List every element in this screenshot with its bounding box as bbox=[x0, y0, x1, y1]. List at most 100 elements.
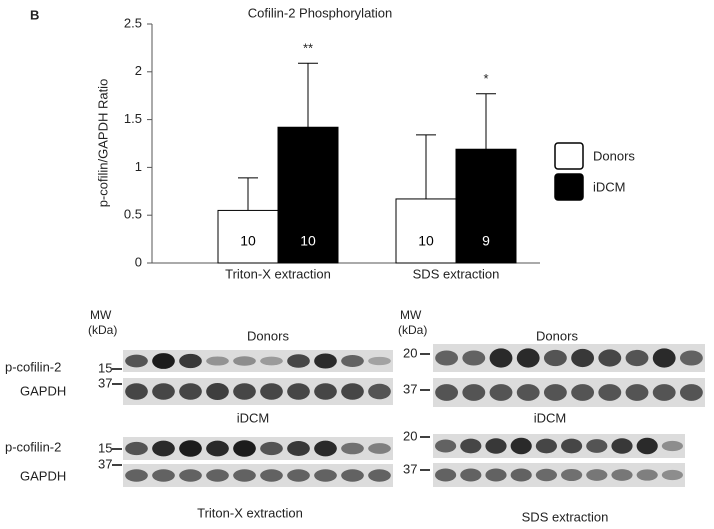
legend-swatch bbox=[554, 173, 584, 201]
error-bar bbox=[298, 62, 318, 128]
mw-label: (kDa) bbox=[398, 323, 427, 337]
blot-band bbox=[516, 348, 540, 368]
blot-band bbox=[586, 439, 608, 453]
row-label: GAPDH bbox=[20, 383, 66, 398]
blot-band bbox=[485, 468, 507, 482]
blot-band bbox=[152, 440, 175, 457]
blot-band bbox=[561, 468, 583, 482]
significance-label: ** bbox=[303, 41, 313, 56]
blot-band bbox=[661, 469, 683, 481]
blot-band bbox=[368, 469, 391, 482]
sample-size-label: 10 bbox=[418, 233, 434, 249]
legend-label: Donors bbox=[593, 148, 635, 163]
blot-band bbox=[516, 384, 540, 401]
blot-band bbox=[460, 438, 482, 454]
blot-band bbox=[206, 440, 229, 457]
y-tick-label: 2 bbox=[135, 63, 142, 78]
blot-band bbox=[233, 440, 256, 457]
blot-band bbox=[561, 438, 583, 454]
row-label: p-cofilin-2 bbox=[5, 359, 61, 374]
blot-band bbox=[598, 384, 622, 401]
blot-band bbox=[652, 384, 676, 401]
blot-band bbox=[368, 443, 391, 454]
blot-band bbox=[679, 384, 703, 401]
mw-marker: 37 bbox=[403, 381, 417, 396]
blot-band bbox=[179, 440, 202, 457]
error-bar bbox=[476, 93, 496, 150]
sample-size-label: 10 bbox=[240, 233, 256, 249]
bar bbox=[455, 148, 517, 264]
significance-label: * bbox=[483, 71, 488, 86]
blot-band bbox=[287, 469, 310, 482]
blot-band bbox=[485, 438, 507, 454]
blot-band bbox=[152, 353, 175, 369]
blot-band bbox=[571, 384, 595, 401]
blot-band bbox=[543, 349, 567, 367]
blot-caption: SDS extraction bbox=[522, 509, 609, 524]
blot-band bbox=[435, 468, 457, 482]
bar bbox=[277, 126, 339, 264]
legend-label: iDCM bbox=[593, 179, 626, 194]
blot-band bbox=[287, 441, 310, 456]
group-label: iDCM bbox=[534, 410, 567, 425]
blot-band bbox=[636, 437, 658, 455]
blot-band bbox=[679, 350, 703, 366]
y-tick-label: 0.5 bbox=[124, 207, 142, 222]
blot-band bbox=[489, 384, 513, 401]
error-bar bbox=[238, 177, 258, 211]
sample-size-label: 9 bbox=[482, 233, 490, 249]
blot-band bbox=[636, 469, 658, 481]
bar bbox=[395, 198, 457, 264]
blot-band bbox=[341, 383, 364, 400]
chart-title: Cofilin-2 Phosphorylation bbox=[248, 5, 393, 20]
blots: MW (kDa) Donors iDCM p-cofilin-2 GAPDH p… bbox=[5, 308, 705, 524]
blot-band bbox=[510, 437, 532, 455]
y-axis-label: p-cofilin/GAPDH Ratio bbox=[95, 79, 110, 208]
blot-band bbox=[125, 441, 148, 456]
mw-marker: 15 bbox=[98, 440, 112, 455]
blot-band bbox=[661, 440, 683, 452]
group-label: Donors bbox=[536, 328, 578, 343]
mw-marker: 37 bbox=[98, 375, 112, 390]
blot-band bbox=[287, 354, 310, 368]
blot-band bbox=[598, 349, 622, 367]
blot-band bbox=[368, 383, 391, 400]
blot-band bbox=[260, 441, 283, 456]
mw-marker: 20 bbox=[403, 428, 417, 443]
blot-band bbox=[535, 468, 557, 482]
blot-band bbox=[510, 468, 532, 482]
mw-marker: 37 bbox=[98, 456, 112, 471]
y-tick-label: 1.5 bbox=[124, 111, 142, 126]
x-tick-label: SDS extraction bbox=[413, 266, 500, 281]
blot-band bbox=[206, 382, 229, 401]
row-label: GAPDH bbox=[20, 468, 66, 483]
blot-band bbox=[543, 384, 567, 401]
blot-band bbox=[435, 384, 459, 401]
blot-band bbox=[341, 355, 364, 367]
blot-band bbox=[260, 356, 283, 366]
blot-band bbox=[314, 353, 337, 369]
blot-band bbox=[625, 384, 649, 401]
blot-band bbox=[435, 350, 459, 366]
blot-band bbox=[571, 348, 595, 368]
mw-label: (kDa) bbox=[88, 323, 117, 337]
blot-band bbox=[341, 442, 364, 455]
blot-band bbox=[233, 356, 256, 366]
blot-band bbox=[611, 438, 633, 454]
blot-band bbox=[314, 469, 337, 482]
blot-band bbox=[435, 439, 457, 453]
blot-band bbox=[611, 469, 633, 481]
blot-band bbox=[462, 350, 486, 366]
blot-band bbox=[260, 383, 283, 400]
blot-band bbox=[462, 384, 486, 401]
mw-marker: 15 bbox=[98, 360, 112, 375]
blot-band bbox=[260, 469, 283, 482]
blot-band bbox=[341, 469, 364, 482]
blot-band bbox=[489, 348, 513, 368]
mw-marker: 37 bbox=[403, 461, 417, 476]
blot-band bbox=[287, 383, 310, 400]
blot-band bbox=[368, 356, 391, 366]
blot-band bbox=[125, 469, 148, 482]
legend-swatch bbox=[554, 142, 584, 170]
mw-label: MW bbox=[90, 308, 112, 322]
